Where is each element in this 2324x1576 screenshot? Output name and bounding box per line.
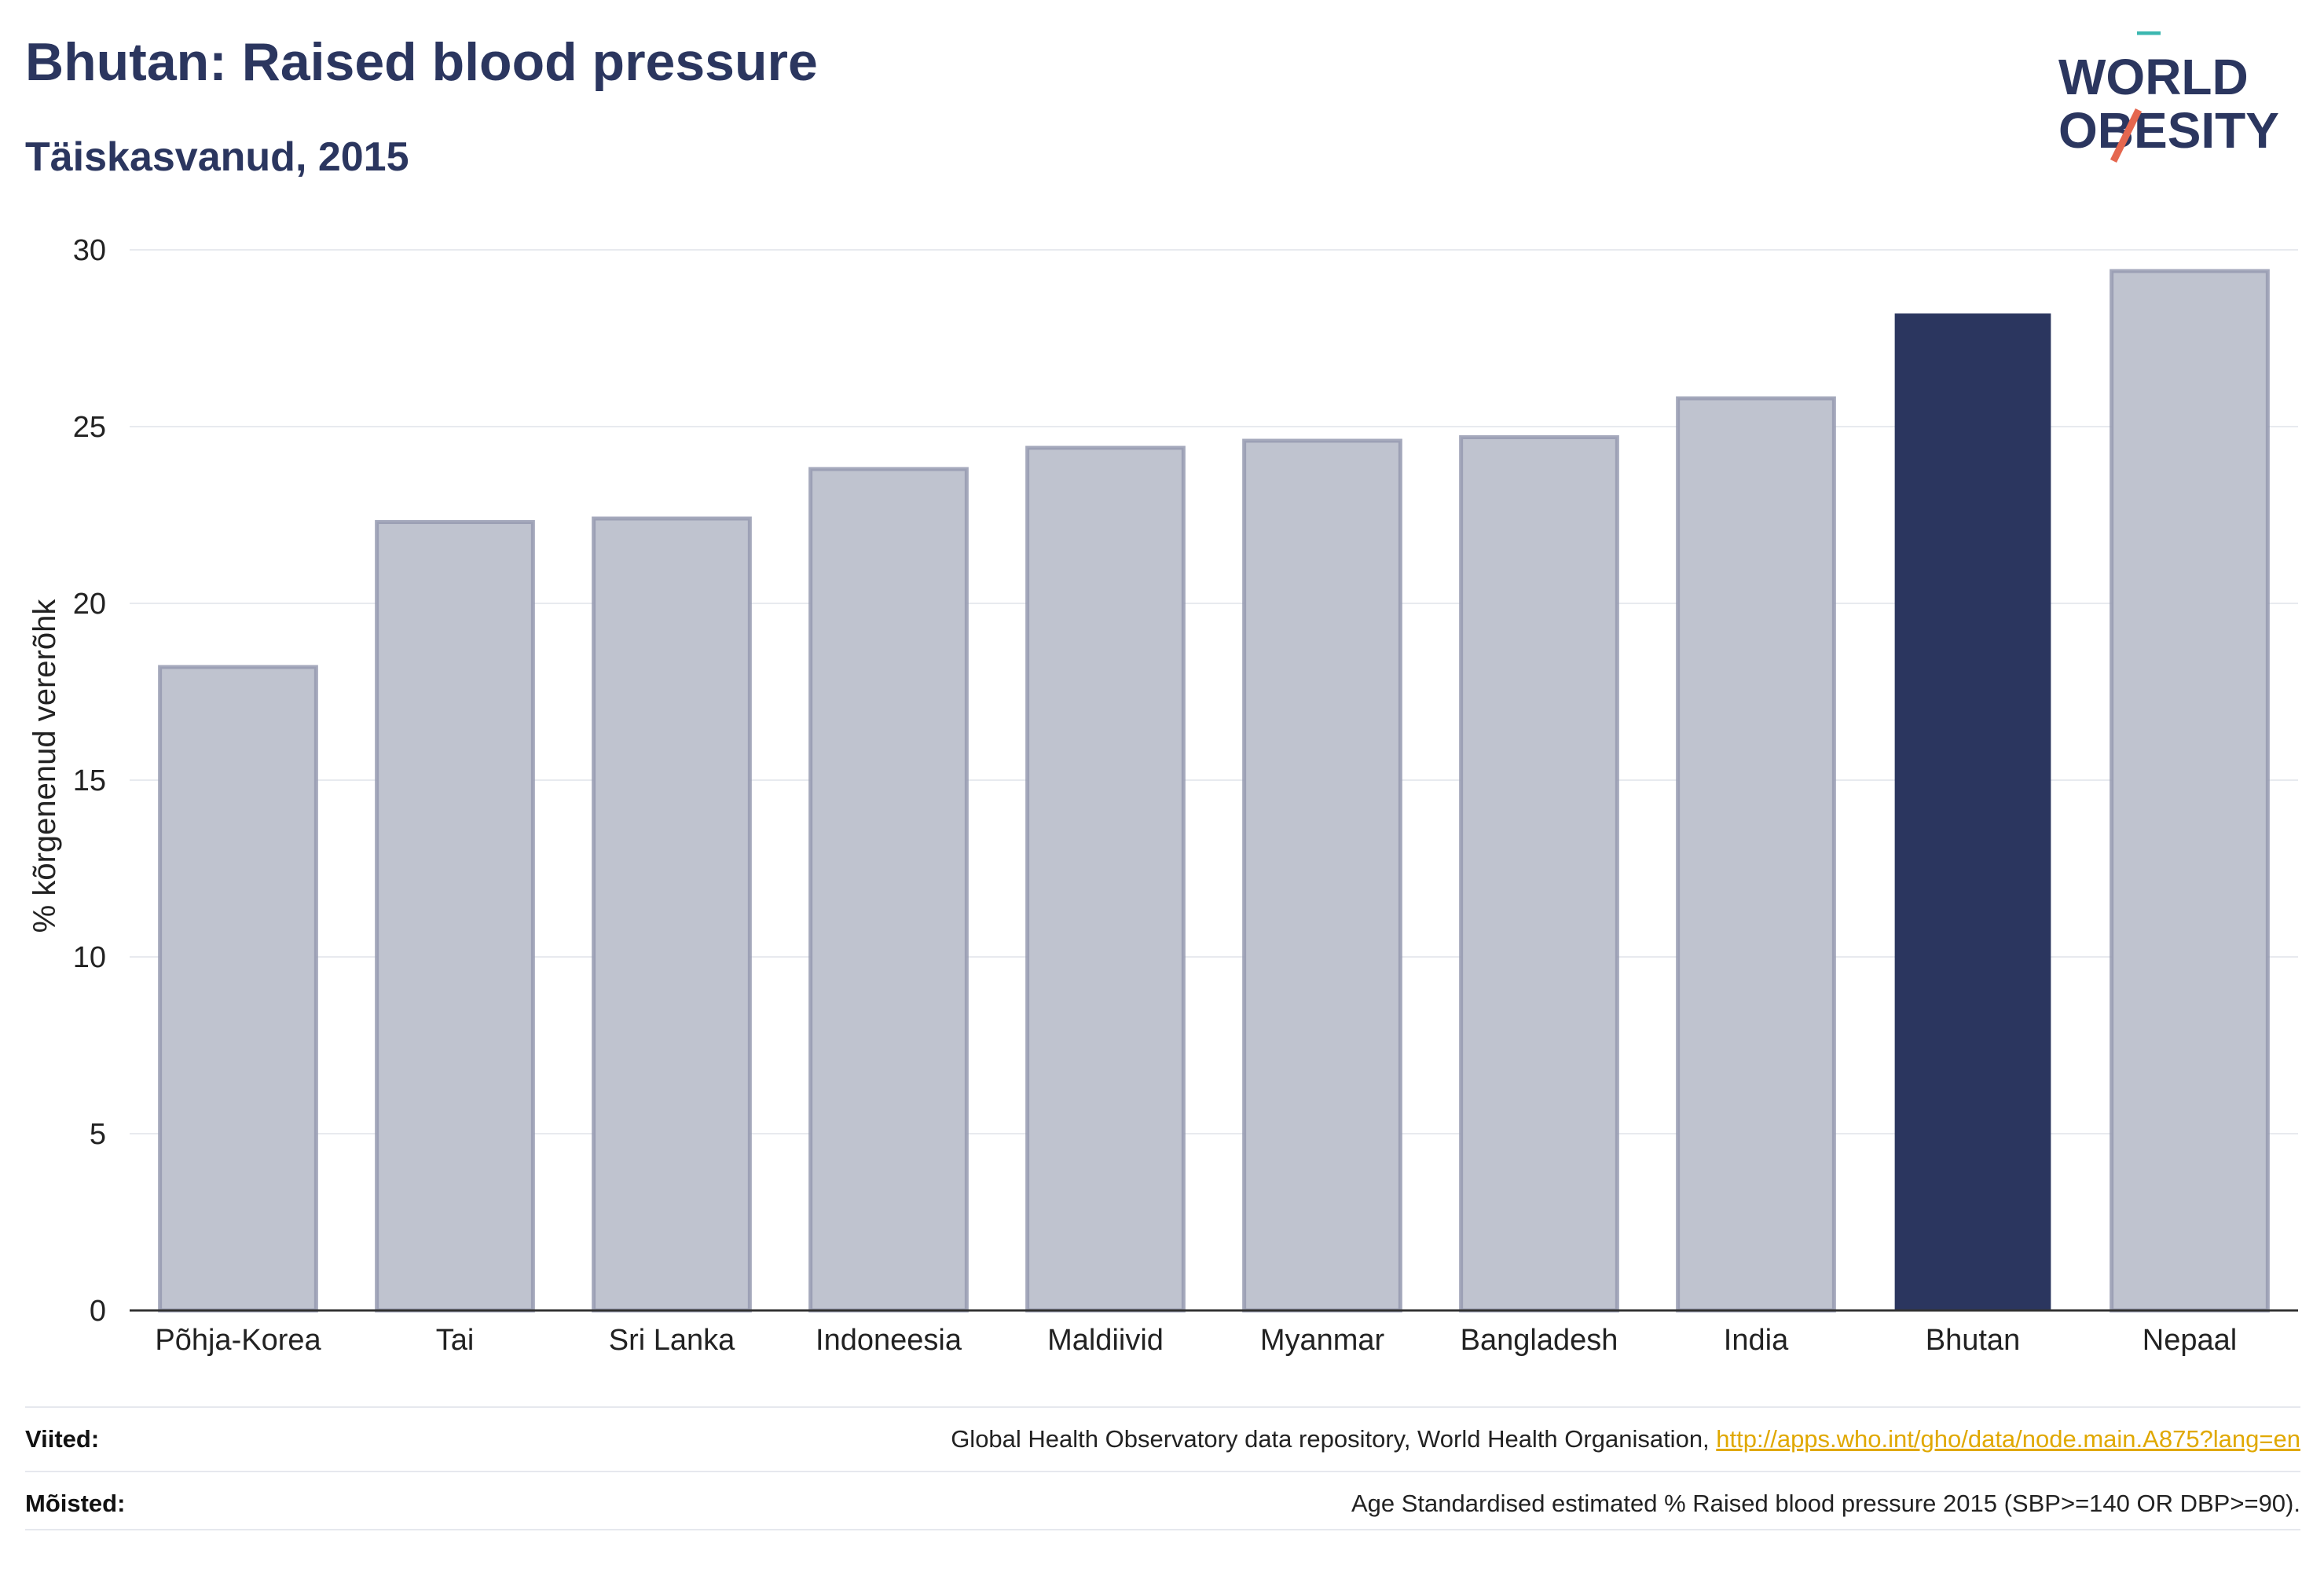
y-tick-label: 15: [73, 764, 106, 797]
footer-sources-row: Viited: Global Health Observatory data r…: [25, 1406, 2300, 1471]
bar-indoneesia: [808, 467, 969, 1313]
x-tick-label: Tai: [436, 1324, 475, 1357]
y-tick-label: 30: [73, 234, 106, 267]
bar-bhutan: [1894, 313, 2051, 1310]
bar-chart: 0 5 10 15 20 25 30 Põhja-Korea Tai Sri Lanka Indon…: [27, 234, 2298, 1357]
bar-p-hja-korea: [158, 665, 318, 1313]
footer-definitions-row: Mõisted: Age Standardised estimated % Ra…: [25, 1471, 2300, 1535]
x-tick-label: Bhutan: [1926, 1324, 2020, 1357]
definitions-label: Mõisted:: [25, 1490, 126, 1517]
x-tick-label: Maldiivid: [1047, 1324, 1164, 1357]
x-tick-label: India: [1724, 1324, 1789, 1357]
x-tick-label: Indoneesia: [816, 1324, 962, 1357]
definitions-value: Age Standardised estimated % Raised bloo…: [1351, 1490, 2300, 1517]
bar-nepaal: [2110, 269, 2270, 1313]
x-tick-label: Bangladesh: [1461, 1324, 1618, 1357]
footer-bottom-rule: [25, 1529, 2300, 1530]
x-tick-label: Põhja-Korea: [155, 1324, 321, 1357]
bar-india: [1676, 396, 1836, 1313]
sources-label: Viited:: [25, 1425, 100, 1453]
x-tick-label: Sri Lanka: [609, 1324, 735, 1357]
y-tick-label: 10: [73, 941, 106, 974]
y-axis-title: % kõrgenenud vererõhk: [27, 599, 62, 933]
x-tick-label: Myanmar: [1260, 1324, 1385, 1357]
bar-myanmar: [1242, 438, 1402, 1313]
bar-sri-lanka: [592, 516, 752, 1313]
sources-value: Global Health Observatory data repositor…: [951, 1425, 2300, 1453]
logo-line1: WORLD: [2058, 49, 2249, 105]
bar-maldiivid: [1025, 445, 1186, 1313]
x-tick-label: Nepaal: [2143, 1324, 2237, 1357]
sources-link[interactable]: http://apps.who.int/gho/data/node.main.A…: [1716, 1425, 2300, 1453]
bars: [158, 269, 2270, 1313]
bar-tai: [375, 520, 535, 1313]
chart-title: Bhutan: Raised blood pressure: [25, 32, 818, 92]
axes: 0 5 10 15 20 25 30 Põhja-Korea Tai Sri Lanka Indon…: [73, 234, 2298, 1357]
chart-subtitle: Täiskasvanud, 2015: [25, 134, 409, 180]
y-tick-label: 25: [73, 411, 106, 444]
y-tick-label: 20: [73, 588, 106, 621]
y-tick-label: 0: [90, 1295, 106, 1328]
sources-text: Global Health Observatory data repositor…: [951, 1425, 1717, 1453]
logo-line2: OBESITY: [2058, 102, 2279, 159]
y-tick-label: 5: [90, 1118, 106, 1151]
bar-bangladesh: [1459, 435, 1619, 1313]
logo-slash-red: [2110, 108, 2143, 163]
world-obesity-logo: WORLD OBESITY: [2058, 31, 2279, 163]
